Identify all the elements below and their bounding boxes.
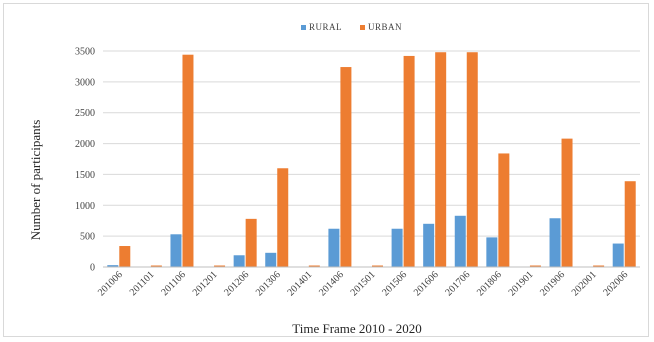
x-tick-label: 201906	[538, 269, 567, 298]
x-tick-label: 201706	[443, 269, 472, 298]
bar-urban-201401	[308, 265, 320, 267]
bar-rural-201206	[233, 255, 245, 267]
x-tick-label: 201306	[254, 269, 283, 298]
bar-urban-201101	[150, 265, 162, 267]
x-tick-label: 201501	[349, 269, 378, 298]
x-tick-label: 201806	[475, 269, 504, 298]
bars	[107, 52, 636, 268]
x-axis-title: Time Frame 2010 - 2020	[292, 321, 422, 336]
y-tick-label: 3000	[75, 77, 95, 88]
bar-rural-201306	[265, 252, 277, 267]
bar-urban-201306	[277, 168, 289, 267]
chart-frame	[3, 3, 649, 337]
legend-swatch-rural	[301, 25, 306, 30]
bar-urban-201706	[466, 52, 478, 268]
x-tick-label: 201101	[128, 269, 157, 298]
x-tick-label: 201401	[285, 269, 314, 298]
bar-rural-201606	[423, 223, 435, 267]
bar-urban-201506	[403, 55, 415, 267]
y-tick-label: 2000	[75, 139, 95, 150]
bar-rural-201406	[328, 228, 340, 267]
x-tick-label: 201606	[412, 269, 441, 298]
bar-urban-201006	[119, 246, 131, 267]
x-tick-label: 201406	[317, 269, 346, 298]
y-tick-label: 2500	[75, 108, 95, 119]
y-tick-label: 3500	[75, 47, 95, 58]
bar-urban-201206	[245, 218, 257, 267]
x-tick-label: 201201	[191, 269, 220, 298]
bar-urban-202001	[593, 265, 605, 267]
x-tick-label: 202001	[570, 269, 599, 298]
x-tick-label: 202006	[601, 269, 630, 298]
x-tick-label: 201901	[507, 269, 536, 298]
x-axis-ticks: 201006 201101 201106 201201 201206 201306 2014…	[96, 269, 630, 298]
y-tick-label: 500	[80, 232, 95, 243]
legend-swatch-urban	[360, 25, 365, 30]
legend-label-urban: URBAN	[368, 22, 402, 32]
bar-rural-201806	[486, 237, 498, 267]
bar-rural-201706	[454, 215, 466, 267]
bar-rural-201506	[391, 228, 403, 267]
bar-rural-201006	[107, 265, 119, 267]
legend-label-rural: RURAL	[309, 22, 342, 32]
bar-urban-201501	[372, 265, 383, 267]
y-tick-label: 1000	[75, 201, 95, 212]
y-tick-label: 0	[90, 263, 95, 274]
bar-rural-201906	[549, 218, 561, 267]
bar-rural-202006	[612, 243, 624, 267]
y-tick-label: 1500	[75, 170, 95, 181]
x-tick-label: 201206	[222, 269, 251, 298]
legend: RURAL URBAN	[301, 22, 402, 32]
bar-urban-201901	[529, 265, 541, 267]
bar-urban-201906	[561, 138, 573, 267]
y-axis-ticks: 0 500 1000 1500 2000 2500 3000 3500	[75, 47, 95, 274]
bar-urban-201806	[498, 153, 510, 267]
bar-urban-201201	[214, 265, 226, 267]
bar-urban-201406	[340, 67, 352, 267]
x-tick-label: 201006	[96, 269, 125, 298]
y-axis-title: Number of participants	[28, 120, 43, 241]
x-tick-label: 201106	[159, 269, 188, 298]
bar-urban-201606	[435, 52, 447, 268]
bar-urban-202006	[624, 181, 636, 267]
bar-urban-201106	[182, 54, 194, 268]
bar-rural-201106	[170, 234, 182, 267]
x-tick-label: 201506	[380, 269, 409, 298]
